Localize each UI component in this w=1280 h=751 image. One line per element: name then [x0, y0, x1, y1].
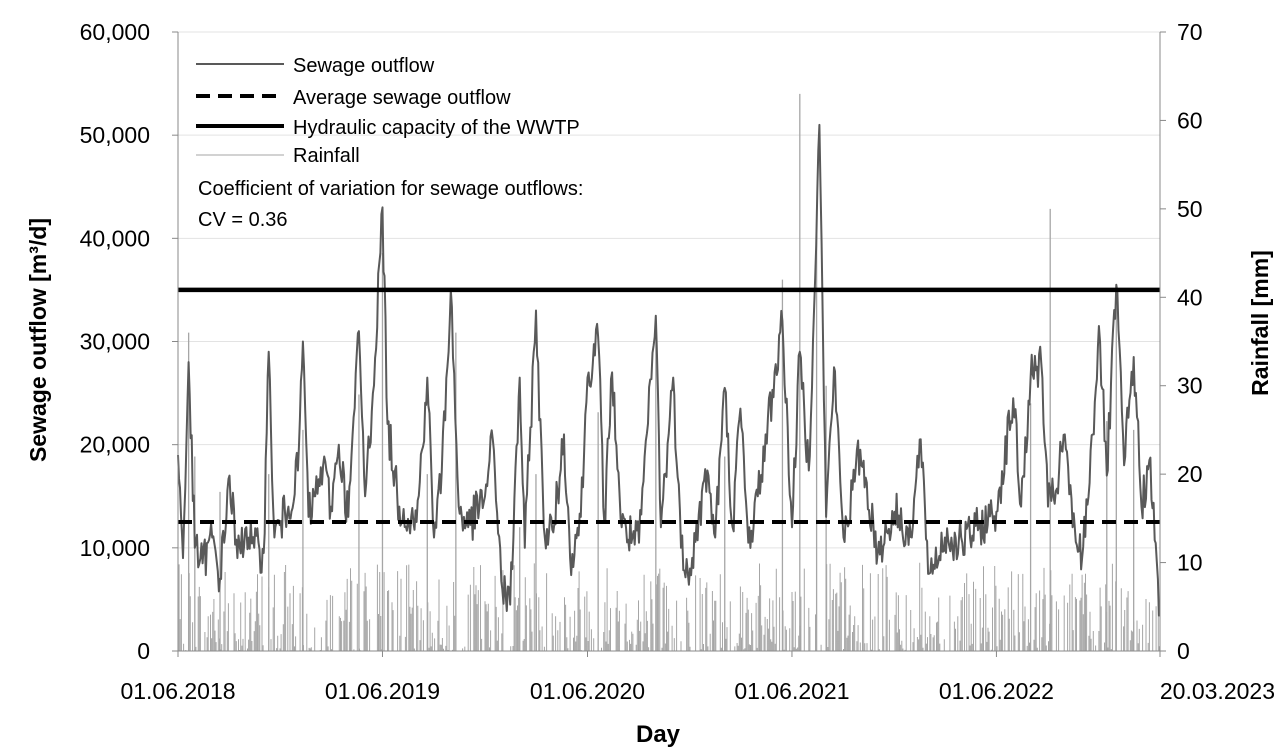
y-right-tick-label: 10 [1177, 550, 1203, 576]
x-tick-labels: 01.06.2018 01.06.2019 01.06.2020 01.06.2021… [120, 678, 1275, 704]
cv-annotation-line2: CV = 0.36 [198, 209, 288, 231]
y-left-tick-label: 10,000 [80, 535, 150, 561]
cv-annotation-line1: Coefficient of variation for sewage outf… [198, 178, 583, 200]
x-tick-label: 01.06.2020 [530, 678, 645, 704]
rainfall-line [177, 562, 1160, 651]
x-tick-label: 01.06.2022 [939, 678, 1054, 704]
y-right-tick-labels: 0 10 20 30 40 50 60 70 [1177, 19, 1203, 664]
y-right-tick-label: 20 [1177, 461, 1203, 487]
y-right-tick-label: 60 [1177, 107, 1203, 133]
x-axis-title: Day [636, 721, 681, 748]
horizontal-gridlines [178, 31, 1160, 549]
y-right-tick-label: 40 [1177, 284, 1203, 310]
axes [172, 31, 1166, 657]
y-left-tick-label: 40,000 [80, 225, 150, 251]
x-tick-label: 01.06.2019 [325, 678, 440, 704]
y-right-axis-title: Rainfall [mm] [1247, 250, 1273, 396]
y-right-tick-label: 70 [1177, 19, 1203, 45]
y-left-tick-labels: 0 10,000 20,000 30,000 40,000 50,000 60,000 [80, 19, 150, 664]
legend-label-sewage-outflow: Sewage outflow [293, 55, 435, 77]
sewage-outflow-series [177, 123, 1161, 617]
x-tick-label: 20.03.2023 [1160, 678, 1275, 704]
y-left-tick-label: 60,000 [80, 19, 150, 45]
legend-label-hydraulic-capacity: Hydraulic capacity of the WWTP [293, 117, 580, 139]
y-right-tick-label: 0 [1177, 638, 1190, 664]
y-left-tick-label: 50,000 [80, 122, 150, 148]
sewage-outflow-line [177, 123, 1161, 617]
x-tick-label: 01.06.2021 [734, 678, 849, 704]
y-right-tick-label: 50 [1177, 196, 1203, 222]
y-left-tick-label: 20,000 [80, 432, 150, 458]
legend-label-average-sewage-outflow: Average sewage outflow [293, 87, 511, 109]
legend: Sewage outflow Average sewage outflow Hy… [196, 55, 580, 167]
y-left-axis-title: Sewage outflow [m³/d] [25, 218, 51, 462]
y-left-tick-label: 30,000 [80, 329, 150, 355]
y-left-tick-label: 0 [137, 638, 150, 664]
y-right-tick-label: 30 [1177, 373, 1203, 399]
x-tick-label: 01.06.2018 [120, 678, 235, 704]
legend-label-rainfall: Rainfall [293, 145, 360, 167]
